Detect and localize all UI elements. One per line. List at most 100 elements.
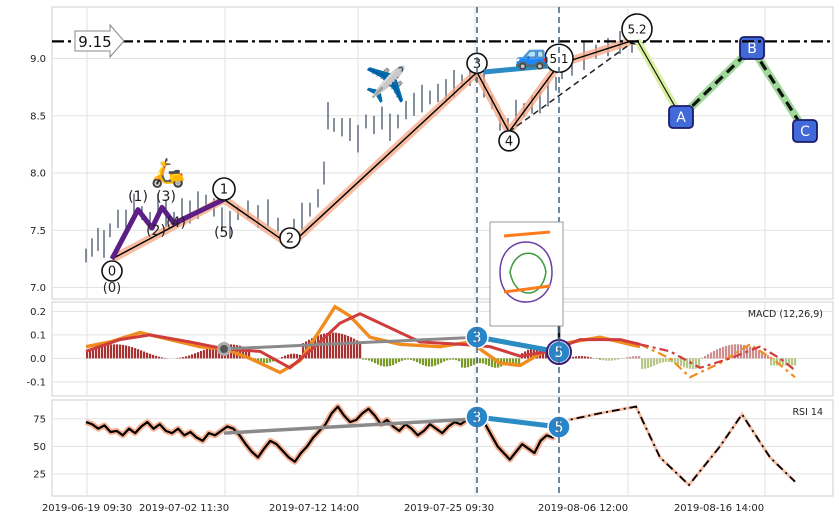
projection-line-b — [679, 46, 754, 119]
wave-point-circle — [279, 227, 301, 249]
macd-histogram-bar — [203, 349, 206, 359]
macd-histogram-bar — [374, 358, 377, 364]
wave-point-label: 0 — [108, 265, 116, 280]
sub-wave-line — [109, 197, 226, 261]
macd-grey-trend-line — [223, 335, 478, 351]
macd-histogram-bar — [383, 358, 386, 367]
overlay-annotations: 9.15 🛵 ✈️ 🚙 — [52, 7, 833, 496]
macd-histogram-bar — [578, 356, 581, 359]
macd-histogram-bar — [680, 358, 683, 367]
macd-histogram-bar — [137, 349, 140, 359]
macd-histogram-bar — [335, 332, 338, 359]
macd-histogram-bar — [281, 356, 284, 359]
macd-histogram-bar — [572, 356, 575, 359]
y-tick-label: 0.0 — [30, 354, 46, 365]
macd-histogram-bar — [191, 354, 194, 359]
macd-histogram-bar — [644, 358, 647, 369]
macd-histogram-bar — [299, 354, 302, 359]
macd-histogram-bar — [152, 354, 155, 359]
macd-histogram-bar — [185, 356, 188, 359]
y-tick-label: 0.2 — [30, 307, 46, 318]
macd-histogram-bar — [347, 335, 350, 359]
macd-histogram-bar — [209, 347, 212, 359]
macd-histogram-bar — [710, 352, 713, 359]
macd-histogram-bar — [401, 358, 404, 361]
macd-histogram-bar — [302, 343, 305, 359]
macd-histogram-bar — [491, 358, 494, 368]
macd-histogram-bar — [359, 342, 362, 359]
macd-histogram-bar — [698, 358, 701, 368]
wave-point-circle — [212, 177, 236, 201]
macd-histogram-bar — [182, 357, 185, 359]
macd-divergence-line — [476, 334, 560, 355]
projection-label: A — [676, 110, 686, 126]
macd-histogram-bar — [620, 358, 623, 359]
macd-histogram-bar — [782, 358, 785, 366]
x-tick-label: 2019-08-06 12:00 — [538, 503, 628, 514]
macd-histogram-bar — [371, 358, 374, 362]
macd-histogram-bar — [695, 358, 698, 369]
macd-histogram-bar — [767, 355, 770, 359]
macd-histogram-bar — [515, 358, 518, 364]
macd-histogram-bar — [605, 358, 608, 361]
macd-histogram-bar — [440, 358, 443, 364]
macd-histogram-bar — [518, 358, 521, 366]
macd-histogram-bar — [581, 356, 584, 359]
wave-point-label: 5.2 — [627, 23, 646, 37]
macd-histogram-bar — [125, 345, 128, 359]
macd-histogram-bar — [104, 345, 107, 359]
macd-histogram-bar — [422, 358, 425, 366]
projection-box — [668, 105, 694, 129]
rsi-legend: RSI 14 — [792, 407, 823, 418]
axis-labels: 2019-06-19 09:30 2019-07-02 11:30 2019-07-… — [26, 54, 823, 514]
macd-histogram-bar — [632, 356, 635, 359]
macd-histogram-bar — [113, 344, 116, 359]
macd-histogram-bar — [683, 358, 686, 368]
sub-wave-label: (3) — [156, 189, 176, 205]
macd-histogram-bar — [92, 349, 95, 359]
macd-histogram-bar — [467, 358, 470, 368]
macd-histogram-bar — [242, 346, 245, 359]
macd-histogram-bar — [659, 358, 662, 364]
macd-histogram-bar — [455, 358, 458, 361]
macd-histogram-bar — [194, 353, 197, 359]
wave-point-label: 1 — [220, 183, 228, 198]
y-tick-label: 9.0 — [30, 54, 46, 65]
macd-histogram-bar — [773, 358, 776, 366]
macd-histogram-bar — [707, 354, 710, 359]
macd-histogram-bar — [479, 358, 482, 364]
sub-wave-label: (1) — [128, 189, 148, 205]
y-tick-label: 8.5 — [30, 111, 46, 122]
macd-histogram-bar — [332, 332, 335, 359]
scooter-icon: 🛵 — [151, 156, 186, 189]
macd-histogram-bar — [188, 355, 191, 359]
sub-wave-label: (5) — [214, 225, 234, 241]
macd-histogram-bar — [794, 358, 797, 366]
macd-histogram-bar — [485, 358, 488, 365]
sub-wave-label: (4) — [166, 215, 186, 231]
macd-histogram-bar — [482, 358, 485, 364]
macd-histogram-bar — [587, 356, 590, 359]
macd-histogram-bar — [110, 344, 113, 359]
macd-histogram-bar — [653, 358, 656, 366]
macd-histogram-bar — [722, 346, 725, 359]
panel-frame-2 — [51, 301, 834, 397]
projection-label: C — [800, 124, 810, 140]
macd-histogram-bar — [614, 358, 617, 361]
macd-histogram-bar — [395, 358, 398, 364]
macd-histogram-bar — [425, 358, 428, 367]
macd-histogram-bar — [677, 358, 680, 365]
macd-histogram-bar — [509, 358, 512, 364]
macd-histogram-bar — [284, 355, 287, 359]
y-tick-label: 50 — [33, 442, 46, 453]
macd-histogram-bar — [155, 355, 158, 359]
macd-histogram-bar — [392, 358, 395, 365]
macd-histogram-bar — [341, 333, 344, 359]
macd-histogram-bar — [287, 354, 290, 359]
macd-histogram-bar — [452, 358, 455, 360]
macd-histogram-bar — [785, 358, 788, 366]
macd-histogram-bar — [692, 358, 695, 369]
macd-histogram-bar — [740, 344, 743, 359]
level-label: 9.15 — [78, 33, 111, 51]
